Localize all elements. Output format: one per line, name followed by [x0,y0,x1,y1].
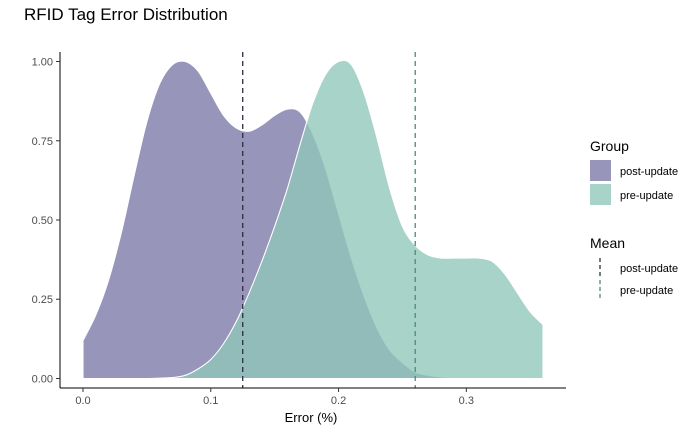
x-tick-label: 0.2 [331,395,346,407]
density-area-pre-update [83,59,544,380]
legend-mean-label-post-update: post-update [620,263,678,275]
legend-swatch-post-update [590,160,611,181]
y-tick-label: 0.75 [32,136,53,148]
x-tick-label: 0.0 [75,395,90,407]
y-tick-label: 0.00 [32,373,53,385]
x-tick-label: 0.1 [203,395,218,407]
y-tick-label: 0.25 [32,294,53,306]
legend-swatch-pre-update [590,184,611,205]
y-tick-label: 1.00 [32,57,53,69]
x-axis-title: Error (%) [285,410,338,425]
legend-label-post-update: post-update [620,166,678,178]
chart-title: RFID Tag Error Distribution [24,5,228,24]
legend-group-title: Group [590,138,629,154]
x-tick-label: 0.3 [459,395,474,407]
axes: 0.00 0.25 0.50 0.75 1.00 0.0 0.1 0.2 0.3 [32,52,566,407]
legend-label-pre-update: pre-update [620,190,673,202]
plot-area [82,52,544,388]
legend-mean-label-pre-update: pre-update [620,285,673,297]
legend: Group post-update pre-update Mean post-up… [590,138,678,298]
legend-mean-title: Mean [590,235,625,251]
y-tick-label: 0.50 [32,215,53,227]
